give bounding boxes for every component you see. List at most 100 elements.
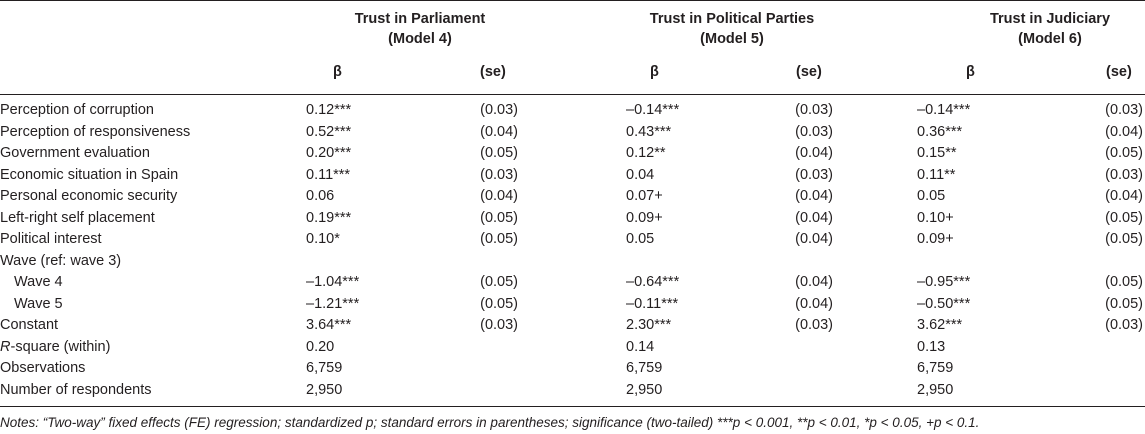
beta-value-model5: 0.05 [626, 231, 655, 247]
se-value-model4: (0.04) [480, 188, 518, 204]
beta-value-model6: 0.09+ [917, 231, 954, 247]
model5-header: Trust in Political Parties (Model 5) [612, 9, 852, 49]
beta-value-model6: 6,759 [917, 360, 954, 376]
table-notes: Notes: “Two-way” fixed effects (FE) regr… [0, 415, 980, 430]
bottom-rule [0, 406, 1145, 407]
row-label: Economic situation in Spain [0, 166, 179, 183]
se-value-model4: (0.04) [480, 123, 518, 140]
se-value-model5: (0.04) [795, 209, 833, 226]
row-label: Perception of corruption [0, 102, 154, 118]
beta-value-model6: –0.50*** [917, 295, 971, 312]
row-label: Number of respondents [0, 381, 152, 398]
beta-value-model5: 0.07+ [626, 188, 663, 204]
beta-value-model6: 0.11** [917, 166, 956, 183]
se-value-model5: (0.04) [795, 231, 833, 247]
row-label: Government evaluation [0, 145, 150, 161]
se-value-model4: (0.05) [480, 295, 518, 312]
se-value-model4: (0.03) [480, 317, 518, 333]
model4-title: Trust in Parliament [354, 11, 486, 27]
row-label: Wave 4 [14, 274, 63, 290]
model6-header: Trust in Judiciary (Model 6) [930, 9, 1145, 49]
beta-value-model6: 2,950 [917, 381, 954, 398]
beta-value-model4: 0.20*** [306, 145, 352, 161]
se-header-model5: (se) [796, 64, 822, 80]
row-label: Perception of responsiveness [0, 123, 191, 140]
beta-value-model4: –1.04*** [306, 274, 360, 290]
beta-value-model5: 6,759 [626, 360, 663, 376]
se-value-model6: (0.03) [1105, 166, 1143, 183]
beta-value-model6: 0.15** [917, 145, 957, 161]
beta-header-model6: β [966, 64, 975, 80]
row-label: Wave (ref: wave 3) [0, 252, 122, 269]
beta-value-model4: –1.21*** [306, 295, 360, 312]
se-header-model6: (se) [1106, 64, 1132, 80]
beta-value-model4: 6,759 [306, 360, 343, 376]
beta-value-model6: 0.05 [917, 188, 946, 204]
row-label: Constant [0, 317, 59, 333]
se-value-model4: (0.05) [480, 274, 518, 290]
se-value-model4: (0.03) [480, 102, 518, 118]
se-value-model4: (0.05) [480, 231, 518, 247]
beta-value-model4: 0.52*** [306, 123, 352, 140]
beta-value-model5: 2,950 [626, 381, 663, 398]
se-value-model4: (0.05) [480, 145, 518, 161]
se-value-model4: (0.03) [480, 166, 518, 183]
row-label: Observations [0, 360, 86, 376]
se-value-model5: (0.03) [795, 317, 833, 333]
beta-value-model4: 2,950 [306, 381, 343, 398]
beta-value-model6: –0.95*** [917, 274, 971, 290]
model6-title: Trust in Judiciary [989, 11, 1111, 27]
model5-title: Trust in Political Parties [649, 11, 815, 27]
beta-value-model5: 0.04 [626, 166, 655, 183]
beta-value-model5: 0.12** [626, 145, 666, 161]
se-value-model5: (0.04) [795, 188, 833, 204]
beta-value-model5: 2.30*** [626, 317, 672, 333]
model4-header: Trust in Parliament (Model 4) [300, 9, 540, 49]
beta-value-model4: 3.64*** [306, 317, 352, 333]
se-value-model6: (0.05) [1105, 231, 1143, 247]
beta-value-model6: –0.14*** [917, 102, 971, 118]
beta-value-model6: 0.13 [917, 338, 946, 355]
beta-value-model4: 0.06 [306, 188, 335, 204]
model6-subtitle: (Model 6) [1018, 31, 1082, 47]
se-value-model6: (0.04) [1105, 123, 1143, 140]
beta-value-model4: 0.19*** [306, 209, 352, 226]
se-value-model4: (0.05) [480, 209, 518, 226]
beta-value-model4: 0.20 [306, 338, 335, 355]
beta-value-model6: 3.62*** [917, 317, 963, 333]
beta-header-model5: β [650, 64, 659, 80]
beta-value-model5: 0.09+ [626, 209, 663, 226]
se-value-model6: (0.05) [1105, 274, 1143, 290]
se-value-model5: (0.03) [795, 166, 833, 183]
model4-subtitle: (Model 4) [388, 31, 452, 47]
top-rule [0, 0, 1145, 1]
se-value-model6: (0.04) [1105, 188, 1143, 204]
beta-value-model4: 0.12*** [306, 102, 352, 118]
beta-header-model4: β [333, 64, 342, 80]
header-rule [0, 94, 1145, 95]
beta-value-model5: –0.64*** [626, 274, 680, 290]
row-label: R-square (within) [0, 338, 111, 355]
model5-subtitle: (Model 5) [700, 31, 764, 47]
beta-value-model5: 0.43*** [626, 123, 672, 140]
beta-value-model5: 0.14 [626, 338, 655, 355]
se-value-model6: (0.03) [1105, 102, 1143, 118]
beta-value-model5: –0.14*** [626, 102, 680, 118]
se-value-model5: (0.04) [795, 274, 833, 290]
beta-value-model6: 0.36*** [917, 123, 963, 140]
beta-value-model5: –0.11*** [626, 295, 679, 312]
beta-value-model4: 0.11*** [306, 166, 351, 183]
se-value-model6: (0.03) [1105, 317, 1143, 333]
row-label: Personal economic security [0, 188, 178, 204]
row-label: Wave 5 [14, 295, 63, 312]
se-value-model6: (0.05) [1105, 295, 1143, 312]
se-value-model6: (0.05) [1105, 209, 1143, 226]
se-header-model4: (se) [480, 64, 506, 80]
row-label: Left-right self placement [0, 209, 155, 226]
se-value-model5: (0.04) [795, 295, 833, 312]
row-label: Political interest [0, 231, 102, 247]
se-value-model5: (0.03) [795, 123, 833, 140]
se-value-model6: (0.05) [1105, 145, 1143, 161]
beta-value-model4: 0.10* [306, 231, 340, 247]
se-value-model5: (0.03) [795, 102, 833, 118]
